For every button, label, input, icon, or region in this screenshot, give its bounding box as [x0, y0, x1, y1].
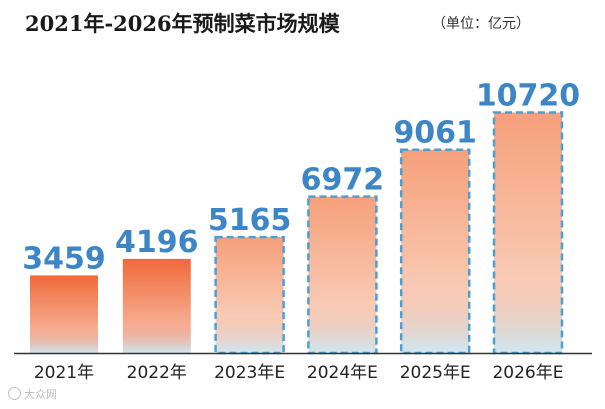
- x-tick-label: 2021年: [34, 363, 94, 383]
- watermark-logo-icon: [8, 387, 21, 400]
- x-tick-label: 2022年: [127, 363, 187, 383]
- bar-2022年: [122, 258, 191, 353]
- data-label-2021年: 3459: [22, 241, 106, 276]
- data-label-2026年E: 10720: [476, 78, 580, 113]
- bar-2023年E: [214, 235, 285, 355]
- data-label-2022年: 4196: [115, 225, 199, 260]
- watermark-text: 大众网: [24, 388, 57, 401]
- x-tick-label: 2025年E: [400, 363, 471, 383]
- watermark: 大众网: [8, 386, 57, 402]
- chart-title: 2021年-2026年预制菜市场规模: [25, 11, 340, 36]
- data-label-2024年E: 6972: [301, 163, 385, 198]
- x-tick-label: 2023年E: [214, 363, 285, 383]
- data-label-2025年E: 9061: [393, 116, 477, 151]
- x-tick-label: 2024年E: [307, 363, 378, 383]
- bar-2024年E: [307, 195, 378, 355]
- data-label-2023年E: 5165: [208, 203, 292, 238]
- x-tick-label: 2026年E: [492, 363, 563, 383]
- bar-2026年E: [492, 111, 564, 355]
- unit-label: （单位：亿元）: [432, 16, 530, 32]
- bar-2021年: [30, 275, 98, 353]
- bar-2025年E: [399, 148, 471, 355]
